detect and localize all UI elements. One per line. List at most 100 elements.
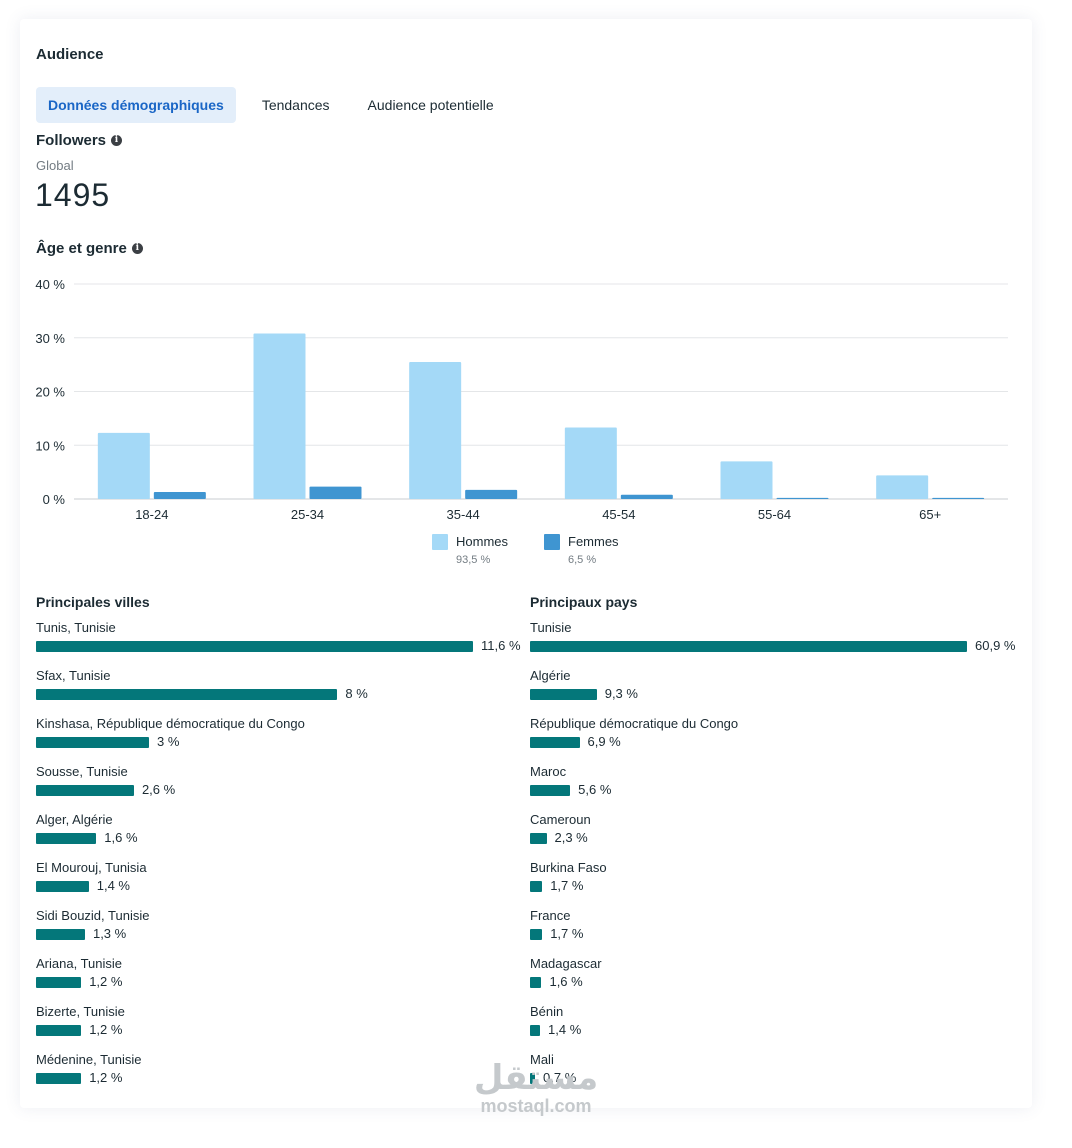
x-tick-label: 55-64: [758, 507, 791, 522]
country-label: France: [530, 908, 571, 923]
bar-hommes-18-24: [97, 432, 150, 499]
legend-share-men: 93,5 %: [456, 554, 491, 566]
bar-femmes-18-24: [153, 492, 206, 499]
card-title: Audience: [36, 46, 104, 63]
audience-card: Audience Données démographiques Tendance…: [20, 19, 1032, 1108]
country-value: 1,4 %: [548, 1022, 582, 1037]
country-value: 2,3 %: [554, 830, 588, 845]
info-icon[interactable]: i: [131, 243, 143, 254]
country-label: Tunisie: [530, 620, 572, 635]
country-row: Mali 0,7 %: [530, 1052, 1010, 1100]
country-value: 6,9 %: [587, 734, 621, 749]
city-label: Ariana, Tunisie: [36, 956, 122, 971]
city-value: 1,2 %: [89, 1070, 123, 1085]
legend-swatch-men: [432, 534, 448, 550]
city-value: 1,6 %: [104, 830, 138, 845]
city-label: El Mourouj, Tunisia: [36, 860, 147, 875]
city-row: Sidi Bouzid, Tunisie 1,3 %: [36, 908, 516, 956]
city-bar: [36, 737, 150, 748]
y-tick-label: 10 %: [35, 438, 65, 453]
country-bar: [530, 833, 547, 844]
country-value: 60,9 %: [975, 638, 1016, 653]
city-bar: [36, 929, 85, 940]
country-label: Cameroun: [530, 812, 591, 827]
bar-femmes-65+: [932, 497, 985, 499]
legend-share-women: 6,5 %: [568, 554, 597, 566]
top-cities-title: Principales villes: [36, 594, 150, 610]
country-row: Burkina Faso 1,7 %: [530, 860, 1010, 908]
city-row: Kinshasa, République démocratique du Con…: [36, 716, 516, 764]
city-row: Sfax, Tunisie 8 %: [36, 668, 516, 716]
top-cities: Principales villes Tunis, Tunisie 11,6 % S…: [36, 592, 521, 1100]
country-label: Burkina Faso: [530, 860, 607, 875]
country-row: Algérie 9,3 %: [530, 668, 1010, 716]
bar-femmes-35-44: [465, 489, 518, 499]
city-label: Kinshasa, République démocratique du Con…: [36, 716, 305, 731]
country-row: Tunisie 60,9 %: [530, 620, 1015, 668]
bar-hommes-55-64: [720, 461, 773, 499]
country-bar: [530, 1073, 536, 1084]
city-bar: [36, 689, 338, 700]
age-gender-chart: 0 % 10 % 20 % 30 % 40 % 18-24 25-34 35-44 45-54 5…: [35, 277, 1008, 522]
bar-hommes-35-44: [409, 361, 462, 499]
tab-trends[interactable]: Tendances: [261, 97, 330, 113]
age-gender-title: Âge et genre i: [36, 240, 143, 257]
city-bar: [36, 833, 97, 844]
country-label: République démocratique du Congo: [530, 716, 739, 731]
tab-demographics[interactable]: Données démographiques: [36, 87, 236, 123]
y-tick-label: 0 %: [43, 492, 66, 507]
top-cities-list: Tunis, Tunisie 11,6 % Sfax, Tunisie 8 % Kins…: [36, 620, 521, 1100]
top-countries: Principaux pays Tunisie 60,9 % Algérie 9,3 …: [530, 592, 1015, 1100]
city-value: 1,2 %: [89, 974, 123, 989]
x-tick-label: 45-54: [602, 507, 635, 522]
city-bar: [36, 1025, 82, 1036]
city-label: Alger, Algérie: [36, 812, 113, 827]
city-label: Sidi Bouzid, Tunisie: [36, 908, 150, 923]
country-value: 5,6 %: [578, 782, 612, 797]
x-tick-label: 65+: [919, 507, 941, 522]
city-row: Sousse, Tunisie 2,6 %: [36, 764, 516, 812]
y-tick-label: 40 %: [35, 277, 65, 292]
city-value: 1,4 %: [96, 878, 130, 893]
country-label: Madagascar: [530, 956, 602, 971]
city-label: Sousse, Tunisie: [36, 764, 128, 779]
bar-femmes-45-54: [620, 494, 673, 499]
country-row: Maroc 5,6 %: [530, 764, 1010, 812]
country-value: 1,7 %: [550, 878, 584, 893]
city-row: Tunis, Tunisie 11,6 %: [36, 620, 521, 668]
tab-potential-audience[interactable]: Audience potentielle: [367, 97, 494, 113]
city-value: 3 %: [157, 734, 180, 749]
city-value: 1,2 %: [89, 1022, 123, 1037]
city-row: El Mourouj, Tunisia 1,4 %: [36, 860, 516, 908]
country-value: 9,3 %: [604, 686, 638, 701]
legend-label-women: Femmes: [568, 534, 619, 549]
country-row: Cameroun 2,3 %: [530, 812, 1010, 860]
y-tick-label: 20 %: [35, 385, 65, 400]
country-row: Bénin 1,4 %: [530, 1004, 1010, 1052]
city-value: 11,6 %: [481, 638, 521, 653]
city-value: 8 %: [345, 686, 368, 701]
city-bar: [36, 1073, 82, 1084]
country-bar: [530, 689, 597, 700]
followers-scope: Global: [36, 158, 74, 173]
city-row: Alger, Algérie 1,6 %: [36, 812, 516, 860]
bar-hommes-25-34: [253, 333, 306, 499]
country-row: France 1,7 %: [530, 908, 1010, 956]
bar-hommes-45-54: [564, 427, 617, 499]
country-row: République démocratique du Congo 6,9 %: [530, 716, 1010, 764]
city-row: Bizerte, Tunisie 1,2 %: [36, 1004, 516, 1052]
city-row: Médenine, Tunisie 1,2 %: [36, 1052, 516, 1100]
followers-title: Followers i: [36, 132, 123, 149]
city-bar: [36, 785, 134, 796]
city-value: 2,6 %: [141, 782, 176, 797]
info-icon[interactable]: i: [111, 135, 123, 146]
country-bar: [530, 737, 580, 748]
country-value: 1,6 %: [549, 974, 583, 989]
city-label: Bizerte, Tunisie: [36, 1004, 125, 1019]
country-bar: [530, 881, 543, 892]
country-label: Bénin: [530, 1004, 564, 1019]
city-row: Ariana, Tunisie 1,2 %: [36, 956, 516, 1004]
city-label: Tunis, Tunisie: [36, 620, 116, 635]
country-bar: [530, 929, 543, 940]
city-bar: [36, 881, 89, 892]
